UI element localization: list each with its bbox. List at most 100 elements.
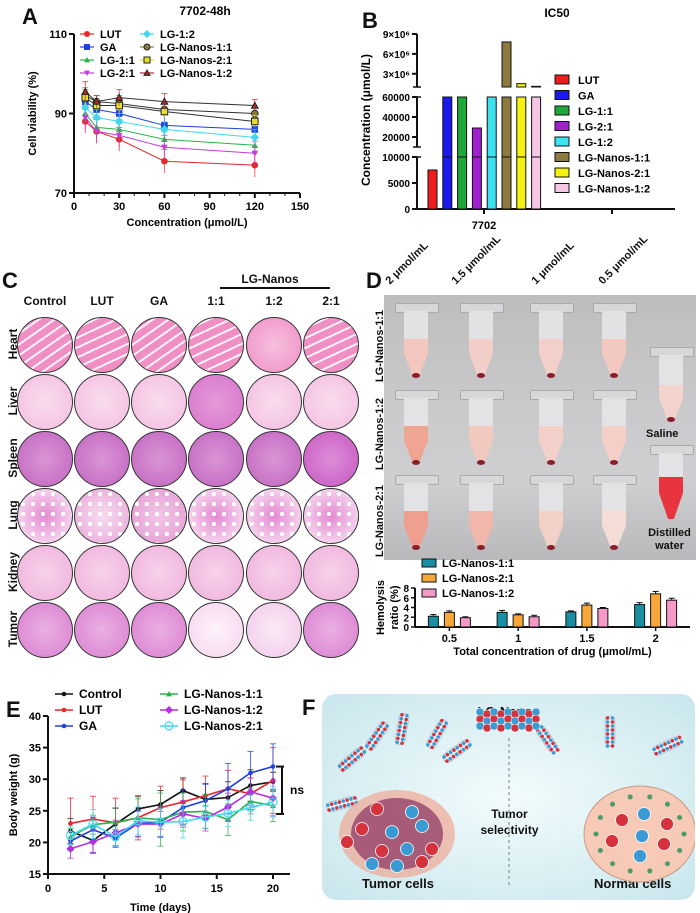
tumor-cluster bbox=[339, 790, 455, 878]
y-tick-label: 35 bbox=[29, 743, 41, 755]
y-tick-label: 40000 bbox=[382, 113, 410, 124]
nanoparticle bbox=[531, 721, 541, 731]
nanoparticle-dot bbox=[452, 748, 456, 752]
legend-item: LG-Nanos-1:2 bbox=[160, 703, 263, 717]
legend-item: GA bbox=[554, 90, 595, 103]
legend-label: LG-Nanos-1:2 bbox=[184, 703, 263, 717]
tube-row-label: LG-Nanos-1:2 bbox=[374, 397, 386, 471]
legend-swatch bbox=[421, 573, 437, 583]
nanoparticle-dot bbox=[397, 728, 401, 733]
legend-item: GA bbox=[55, 719, 97, 733]
nano-rod bbox=[365, 721, 389, 751]
bar bbox=[581, 602, 593, 628]
y-tick-label: 5000 bbox=[388, 179, 411, 190]
bar-segment bbox=[471, 156, 482, 210]
nanoparticle bbox=[524, 723, 534, 733]
hemolysis-bar bbox=[459, 617, 471, 628]
nanoparticle-dot bbox=[356, 748, 360, 753]
nanoparticle-dot bbox=[610, 728, 615, 732]
legend-label: LG-Nanos-1:1 bbox=[578, 153, 650, 165]
data-point bbox=[160, 125, 169, 134]
tissue-section-tumor-control bbox=[17, 602, 73, 658]
bar-segment bbox=[531, 156, 542, 210]
nanoparticle-dot bbox=[666, 740, 671, 745]
column-label: 1:1 bbox=[207, 294, 225, 308]
nanoparticle-dot bbox=[369, 737, 374, 742]
nanoparticle-dot bbox=[438, 731, 442, 736]
nanoparticle-dot bbox=[668, 745, 673, 749]
legend-swatch bbox=[554, 74, 570, 85]
legend-label: GA bbox=[79, 719, 97, 733]
nanoparticle-dot bbox=[359, 746, 363, 750]
legend-label: LG-Nanos-1:2 bbox=[442, 588, 514, 600]
legend-label: LG-Nanos-1:2 bbox=[578, 184, 650, 196]
nanoparticle-dot bbox=[670, 738, 675, 743]
sample-tube bbox=[530, 390, 574, 466]
nanoparticle bbox=[510, 723, 520, 733]
nanoparticle-dot bbox=[455, 746, 460, 750]
nanoparticle bbox=[660, 817, 674, 831]
series-lg-nanos-1-1 bbox=[81, 87, 259, 120]
nanoparticle-dot bbox=[353, 796, 357, 800]
bar bbox=[496, 609, 508, 628]
x-tick-label: 150 bbox=[291, 201, 309, 213]
nanoparticle-dot bbox=[610, 720, 615, 724]
nanoparticle-dot bbox=[367, 740, 372, 745]
nanoparticle bbox=[482, 723, 492, 733]
sample-tube bbox=[593, 390, 637, 466]
legend-item: LG-Nanos-2:1 bbox=[140, 55, 232, 67]
nanoparticle bbox=[517, 721, 527, 731]
nanoparticle-dot bbox=[655, 745, 660, 750]
nanoparticle-dot bbox=[468, 743, 472, 747]
tissue-section-tumor-2-1 bbox=[303, 602, 359, 658]
legend-label: LUT bbox=[578, 75, 600, 87]
bar-segment bbox=[442, 96, 453, 158]
legend-item: LG-Nanos-1:2 bbox=[554, 183, 650, 196]
nanoparticle-dot bbox=[677, 735, 682, 740]
series-control bbox=[67, 769, 276, 854]
nanoparticle-dot bbox=[385, 724, 389, 728]
legend-swatch bbox=[554, 167, 570, 178]
distilled-water-tube bbox=[650, 445, 694, 521]
bar-lut bbox=[427, 169, 438, 210]
nanoparticle-dot bbox=[428, 739, 432, 744]
data-point bbox=[245, 803, 256, 813]
vesicle bbox=[610, 801, 616, 807]
bar-ga bbox=[442, 96, 453, 210]
legend-item: LG-Nanos-1:1 bbox=[554, 152, 650, 165]
nanoparticle-dot bbox=[605, 732, 610, 736]
nanoparticle-dot bbox=[440, 728, 444, 732]
nanoparticle-dot bbox=[341, 799, 346, 803]
data-point bbox=[251, 117, 259, 126]
nanoparticle-dot bbox=[430, 736, 434, 740]
nano-rod bbox=[337, 746, 367, 772]
chart-ic50: IC50 0 5000 10000 20000 40000 60000 3×10⁶ 6×10⁶ 9… bbox=[359, 6, 675, 232]
series-lg-nanos-2-1 bbox=[81, 89, 259, 128]
sample-tube bbox=[530, 303, 574, 379]
legend-label: Control bbox=[79, 687, 122, 701]
vesicle bbox=[627, 868, 633, 874]
legend-item: LG-Nanos-2:1 bbox=[554, 167, 650, 180]
legend-item: LG-Nanos-1:1 bbox=[421, 558, 514, 570]
nano-rod bbox=[442, 739, 472, 763]
legend-marker bbox=[166, 691, 172, 697]
y-tick-label: 10000 bbox=[382, 153, 410, 164]
legend-label: LUT bbox=[79, 703, 103, 717]
nanoparticle-dot bbox=[333, 801, 338, 805]
nanoparticle-dot bbox=[350, 753, 354, 758]
legend-marker bbox=[165, 706, 173, 714]
nanoparticle-dot bbox=[398, 720, 403, 725]
nanoparticle-dot bbox=[542, 728, 546, 732]
data-point bbox=[133, 816, 143, 826]
legend-item: LG-Nanos-1:1 bbox=[140, 42, 232, 54]
nanoparticle-dot bbox=[610, 736, 615, 740]
chart-title: 7702-48h bbox=[179, 4, 230, 18]
sample-tube bbox=[395, 390, 439, 466]
legend-label: GA bbox=[578, 91, 595, 103]
y-tick-label: 2 bbox=[403, 613, 409, 624]
data-point bbox=[68, 821, 73, 826]
data-point bbox=[82, 114, 89, 121]
legend-item: LUT bbox=[55, 703, 103, 717]
legend-swatch bbox=[421, 588, 437, 598]
hemolysis-photo: Saline Distilled water bbox=[384, 295, 696, 560]
